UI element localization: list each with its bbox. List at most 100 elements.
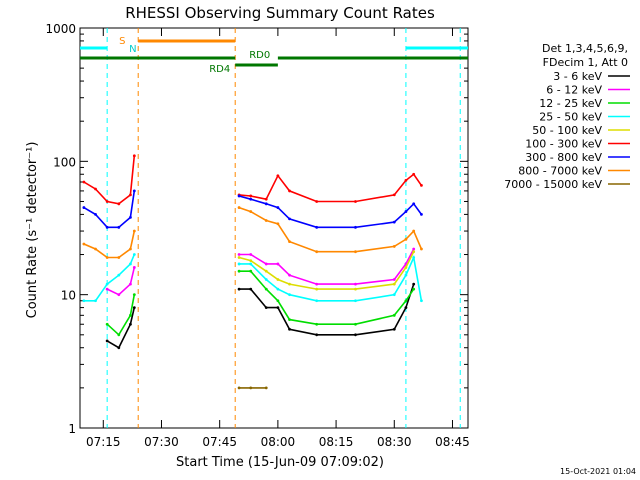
series-point <box>354 299 357 303</box>
series-point <box>392 245 396 248</box>
chart-title: RHESSI Observing Summary Count Rates <box>125 4 435 22</box>
flag-label: RD0 <box>249 50 270 61</box>
series-point <box>354 282 357 286</box>
series-point <box>354 287 357 291</box>
y-tick-label: 10 <box>61 289 76 303</box>
legend-label: 12 - 25 keV <box>539 97 602 110</box>
y-tick-label: 100 <box>53 155 76 169</box>
series-point <box>315 322 319 326</box>
series-point <box>249 262 253 266</box>
series-point <box>276 299 280 303</box>
x-tick-label: 08:45 <box>435 435 470 449</box>
series-point <box>315 225 319 229</box>
series-point <box>129 193 132 197</box>
series-point <box>264 219 268 222</box>
footer-timestamp: 15-Oct-2021 01:04 <box>560 467 636 476</box>
series-line <box>239 283 415 336</box>
series-line <box>238 251 415 290</box>
legend-label: 7000 - 15000 keV <box>504 178 602 191</box>
series-point <box>276 206 280 209</box>
series-point <box>105 322 109 326</box>
legend-label: 6 - 12 keV <box>546 84 602 97</box>
series-point <box>94 212 97 216</box>
series-point <box>132 266 136 269</box>
series-point <box>82 180 86 184</box>
x-tick-label: 08:15 <box>319 435 354 449</box>
series-point <box>249 210 253 213</box>
series-point <box>404 266 408 269</box>
series-point <box>276 278 280 281</box>
series-point <box>237 206 241 209</box>
series-point <box>276 222 280 226</box>
series-point <box>129 322 132 326</box>
series-line <box>83 190 136 229</box>
series-point <box>315 333 319 337</box>
series-point <box>412 256 416 259</box>
series-point <box>264 262 268 266</box>
series-point <box>132 189 136 193</box>
x-axis-ticks: 07:15 07:30 07:45 08:00 08:15 08:30 08:45 <box>86 28 470 449</box>
series-point <box>315 200 319 203</box>
legend-label: 300 - 800 keV <box>525 151 602 164</box>
flag-bars: SN RD0 RD4 <box>80 36 468 75</box>
series-point <box>264 287 268 291</box>
series-point <box>129 282 132 286</box>
series-point <box>392 313 396 317</box>
series-point <box>288 273 291 277</box>
series-point <box>94 187 97 191</box>
series-point <box>288 293 291 297</box>
legend-label: 100 - 300 keV <box>525 138 602 151</box>
legend-label: 25 - 50 keV <box>539 111 602 124</box>
series-point <box>264 306 268 309</box>
series-point <box>412 287 416 291</box>
series-point <box>276 174 280 178</box>
series-point <box>412 247 416 251</box>
series-point <box>237 194 241 198</box>
legend-header-line-1: Det 1,3,4,5,6,9, <box>542 42 628 55</box>
series-point <box>117 293 121 297</box>
series-point <box>264 197 268 201</box>
series-point <box>249 287 253 291</box>
series-point <box>420 247 423 251</box>
series-point <box>117 256 121 259</box>
series-line <box>239 270 415 325</box>
series-line <box>239 248 415 285</box>
series-point <box>288 217 291 221</box>
x-tick-label: 07:30 <box>144 435 179 449</box>
series-point <box>237 287 241 291</box>
series-point <box>392 220 396 224</box>
x-tick-label: 07:15 <box>86 435 121 449</box>
series-point <box>249 197 253 201</box>
series-point <box>129 262 132 266</box>
y-tick-label: 1 <box>68 422 76 436</box>
series-point <box>315 282 319 286</box>
series-point <box>404 178 408 182</box>
series-line <box>83 230 136 259</box>
series-point <box>237 256 241 259</box>
series-point <box>105 287 109 291</box>
series-point <box>264 386 268 390</box>
series-point <box>237 269 241 273</box>
series-point <box>354 333 357 337</box>
series-point <box>404 237 408 241</box>
series-point <box>129 313 132 317</box>
y-axis-ticks: 1 10 100 1000 <box>45 22 468 436</box>
legend-label: 50 - 100 keV <box>532 124 602 137</box>
series-point <box>132 293 136 297</box>
series-point <box>420 183 423 187</box>
series-point <box>264 278 268 281</box>
series-point <box>237 253 241 256</box>
series-point <box>82 299 86 303</box>
legend-label: 800 - 7000 keV <box>518 165 602 178</box>
series-point <box>392 293 396 297</box>
series-point <box>132 253 136 256</box>
series-point <box>105 225 109 229</box>
series-point <box>249 253 253 256</box>
series-point <box>420 212 423 216</box>
series-point <box>288 189 291 193</box>
series-point <box>132 154 136 158</box>
series-point <box>404 299 408 303</box>
y-tick-label: 1000 <box>45 22 76 36</box>
series-point <box>237 386 241 390</box>
